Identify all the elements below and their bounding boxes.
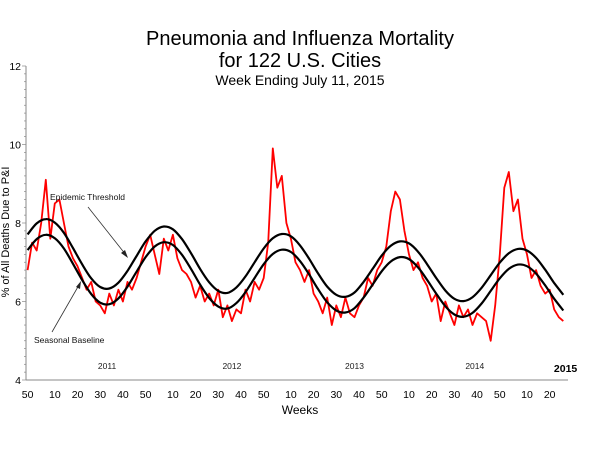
x-tick-label: 50 (494, 389, 506, 401)
y-axis-label: % of All Deaths Due to P&I (0, 167, 12, 298)
epidemic-threshold-label: Epidemic Threshold (50, 192, 125, 202)
y-tick-label: 4 (15, 375, 21, 387)
x-tick-label: 30 (449, 389, 461, 401)
threshold-arrow-head-icon (121, 250, 128, 258)
year-labels: 2011 2012 2013 2014 2015 (98, 361, 578, 375)
x-tick-label: 50 (258, 389, 270, 401)
year-label: 2014 (465, 361, 484, 371)
x-tick-label: 20 (190, 389, 202, 401)
x-tick-label: 10 (403, 389, 415, 401)
y-tick-label: 8 (15, 218, 21, 230)
y-tick-labels: 4 6 8 10 12 (9, 61, 21, 387)
y-tick-label: 6 (15, 297, 21, 309)
x-tick-label: 30 (212, 389, 224, 401)
chart-title: Pneumonia and Influenza Mortality (146, 28, 454, 50)
series-lines (26, 147, 565, 342)
y-tick-label: 10 (9, 140, 21, 152)
y-tick-label: 12 (9, 61, 21, 73)
x-tick-label: 20 (426, 389, 438, 401)
year-label: 2013 (345, 361, 364, 371)
baseline-arrow-head-icon (76, 281, 81, 289)
year-label: 2012 (222, 361, 241, 371)
x-axis-label: Weeks (282, 403, 318, 417)
year-label: 2015 (554, 363, 578, 375)
x-tick-label: 50 (376, 389, 388, 401)
seasonal-baseline-label: Seasonal Baseline (34, 335, 105, 345)
x-tick-label: 30 (330, 389, 342, 401)
x-tick-labels: 50 10 20 30 40 50 10 20 30 40 50 10 20 30 40 50 10 20 30 40… (22, 389, 556, 401)
x-tick-label: 40 (471, 389, 483, 401)
baseline-arrow-line (51, 284, 80, 333)
annotations: Epidemic Threshold Seasonal Baseline (34, 192, 128, 345)
pi-mortality-line (26, 147, 564, 342)
x-tick-label: 10 (285, 389, 297, 401)
axes (22, 65, 568, 381)
x-tick-label: 40 (353, 389, 365, 401)
epidemic-threshold-line (26, 217, 565, 303)
x-tick-label: 10 (521, 389, 533, 401)
x-tick-label: 20 (72, 389, 84, 401)
x-tick-label: 30 (94, 389, 106, 401)
seasonal-baseline-line (26, 233, 565, 318)
year-label: 2011 (98, 361, 117, 371)
chart-title-line2: for 122 U.S. Cities (219, 50, 381, 72)
chart-subtitle: Week Ending July 11, 2015 (215, 72, 384, 88)
threshold-arrow-line (87, 206, 127, 256)
x-tick-label: 20 (544, 389, 556, 401)
x-tick-label: 50 (22, 389, 34, 401)
x-tick-label: 40 (117, 389, 129, 401)
x-tick-label: 20 (308, 389, 320, 401)
x-tick-label: 40 (235, 389, 247, 401)
x-tick-label: 10 (167, 389, 179, 401)
x-tick-label: 50 (140, 389, 152, 401)
x-tick-label: 10 (49, 389, 61, 401)
